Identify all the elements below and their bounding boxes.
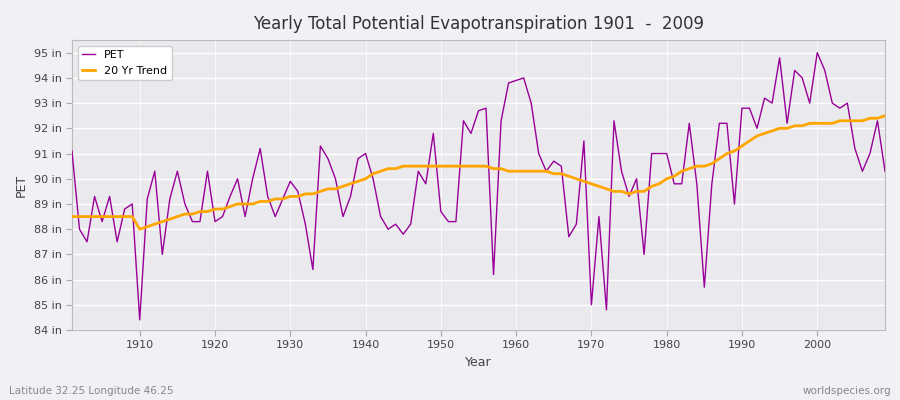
20 Yr Trend [879,113,890,118]
Line: PET: PET [72,53,885,320]
PET [345,194,356,199]
PET [812,50,823,55]
Text: Latitude 32.25 Longitude 46.25: Latitude 32.25 Longitude 46.25 [9,386,174,396]
PET [518,76,529,80]
PET [608,118,619,123]
20 Yr Trend [300,192,310,196]
20 Yr Trend [518,169,529,174]
20 Yr Trend [345,182,356,186]
PET [67,149,77,154]
Line: 20 Yr Trend: 20 Yr Trend [72,116,885,229]
PET [510,78,521,83]
Title: Yearly Total Potential Evapotranspiration 1901  -  2009: Yearly Total Potential Evapotranspiratio… [253,15,704,33]
Legend: PET, 20 Yr Trend: PET, 20 Yr Trend [77,46,172,80]
X-axis label: Year: Year [465,356,491,369]
20 Yr Trend [510,169,521,174]
PET [127,202,138,206]
PET [879,169,890,174]
20 Yr Trend [608,189,619,194]
PET [134,318,145,322]
20 Yr Trend [67,214,77,219]
20 Yr Trend [134,227,145,232]
20 Yr Trend [127,214,138,219]
Y-axis label: PET: PET [15,174,28,197]
PET [300,222,310,226]
Text: worldspecies.org: worldspecies.org [803,386,891,396]
